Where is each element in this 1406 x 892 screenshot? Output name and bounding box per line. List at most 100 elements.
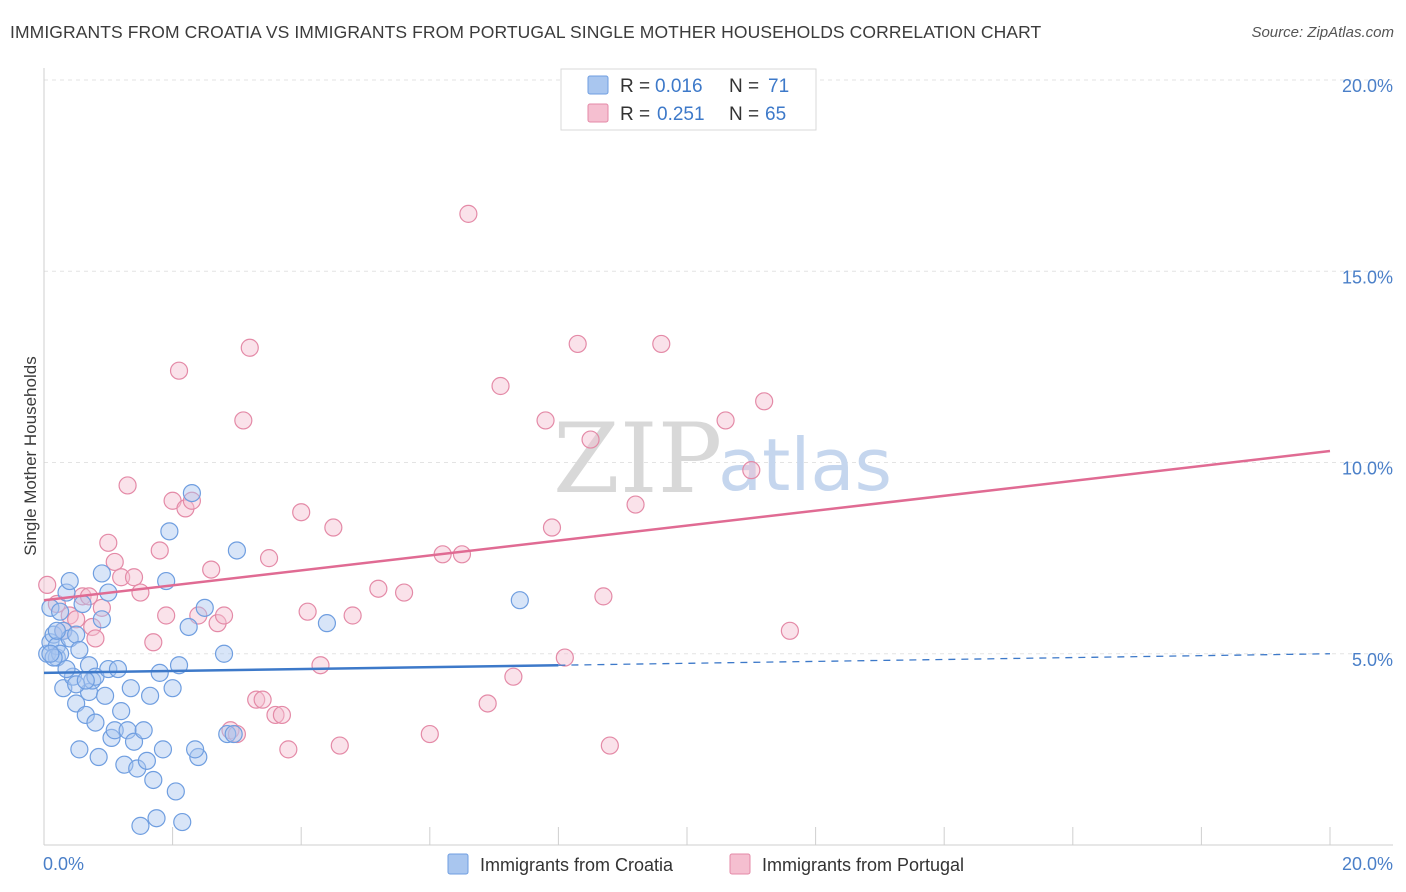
- portugal-point: [202, 560, 221, 579]
- portugal-point: [343, 606, 362, 625]
- croatia-point: [67, 675, 86, 694]
- croatia-point: [224, 724, 243, 744]
- croatia-point: [105, 721, 124, 740]
- legend-swatch-portugal: [587, 103, 609, 123]
- croatia-point: [195, 598, 214, 617]
- portugal-point: [568, 334, 587, 354]
- portugal-point: [478, 694, 497, 713]
- croatia-point: [218, 724, 237, 744]
- croatia-point: [47, 621, 66, 640]
- portugal-point: [247, 690, 266, 709]
- croatia-point: [121, 679, 140, 698]
- top-legend: R = 0.016 N = 71 R = 0.251 N = 65: [560, 68, 817, 131]
- portugal-point: [86, 629, 105, 648]
- croatia-point: [131, 816, 150, 835]
- portugal-point: [542, 518, 562, 537]
- portugal-point: [118, 476, 137, 495]
- portugal-point: [150, 541, 169, 560]
- legend-n-value-croatia: 71: [768, 76, 789, 97]
- portugal-point: [182, 491, 201, 510]
- croatia-point: [510, 591, 529, 610]
- portugal-point: [124, 568, 144, 587]
- croatia-point: [153, 740, 173, 759]
- watermark-atlas: atlas: [718, 423, 892, 507]
- croatia-trendline-extension: [558, 653, 1331, 666]
- croatia-point: [160, 522, 179, 541]
- bottom-legend: Immigrants from Croatia Immigrants from …: [447, 853, 964, 875]
- croatia-point: [76, 705, 95, 725]
- croatia-point: [95, 686, 115, 705]
- croatia-point: [60, 571, 79, 591]
- axes: [43, 68, 1393, 846]
- portugal-point: [536, 411, 555, 430]
- portugal-point: [330, 736, 349, 755]
- portugal-point: [491, 376, 510, 396]
- portugal-point: [420, 724, 439, 744]
- y-tick-label: 20.0%: [1342, 76, 1393, 96]
- legend-swatch-croatia: [587, 75, 609, 95]
- croatia-point: [137, 751, 156, 770]
- portugal-point: [652, 334, 671, 354]
- portugal-point: [38, 575, 57, 595]
- croatia-point: [67, 625, 86, 644]
- croatia-point: [92, 564, 111, 583]
- portugal-point: [144, 633, 163, 652]
- y-tick-labels: 5.0% 10.0% 15.0% 20.0%: [1342, 76, 1393, 670]
- legend-r-label-croatia: R =: [620, 76, 650, 97]
- croatia-point: [92, 610, 111, 629]
- portugal-point: [169, 361, 189, 380]
- portugal-point: [298, 602, 317, 621]
- bottom-legend-swatch-croatia: [447, 853, 469, 875]
- portugal-point: [504, 667, 523, 686]
- chart-title: IMMIGRANTS FROM CROATIA VS IMMIGRANTS FR…: [10, 22, 1042, 42]
- legend-n-label-portugal: N =: [729, 104, 759, 125]
- legend-n-value-portugal: 65: [765, 104, 786, 125]
- croatia-point: [79, 656, 99, 675]
- portugal-point: [234, 411, 253, 430]
- croatia-trendline: [43, 663, 559, 675]
- portugal-point: [253, 690, 272, 709]
- portugal-point: [555, 648, 574, 667]
- portugal-point: [581, 430, 600, 449]
- portugal-point: [83, 617, 102, 637]
- portugal-point: [716, 411, 735, 430]
- portugal-point: [626, 495, 645, 514]
- croatia-point: [108, 659, 128, 679]
- portugal-point: [459, 204, 478, 223]
- portugal-point: [594, 587, 613, 606]
- portugal-point: [157, 606, 176, 625]
- portugal-point: [131, 583, 150, 602]
- portugal-points: [38, 204, 799, 759]
- croatia-point: [73, 594, 92, 614]
- croatia-point: [112, 702, 131, 721]
- bottom-legend-label-croatia: Immigrants from Croatia: [480, 855, 674, 875]
- portugal-point: [742, 461, 761, 480]
- y-axis-title: Single Mother Households: [21, 356, 40, 555]
- croatia-points: [38, 484, 529, 835]
- croatia-point: [86, 713, 105, 732]
- portugal-point: [259, 549, 279, 568]
- croatia-point: [70, 640, 89, 660]
- y-tick-label: 15.0%: [1342, 267, 1393, 287]
- gridlines: [44, 79, 1393, 655]
- portugal-point: [67, 610, 86, 629]
- portugal-point: [394, 583, 414, 602]
- legend-n-label-croatia: N =: [729, 76, 759, 97]
- croatia-point: [144, 770, 163, 790]
- x-tick-label-max: 20.0%: [1342, 854, 1393, 874]
- croatia-point: [317, 614, 337, 633]
- portugal-point: [279, 740, 298, 759]
- portugal-point: [311, 656, 330, 675]
- croatia-point: [169, 656, 189, 675]
- portugal-point: [755, 392, 774, 411]
- croatia-point: [41, 644, 60, 663]
- portugal-point: [105, 552, 124, 572]
- croatia-point: [214, 644, 234, 663]
- croatia-point: [227, 541, 246, 560]
- croatia-point: [76, 671, 95, 690]
- bottom-legend-label-portugal: Immigrants from Portugal: [762, 855, 964, 875]
- legend-r-value-croatia: 0.016: [655, 76, 703, 97]
- croatia-point: [179, 617, 198, 637]
- portugal-point: [272, 705, 292, 725]
